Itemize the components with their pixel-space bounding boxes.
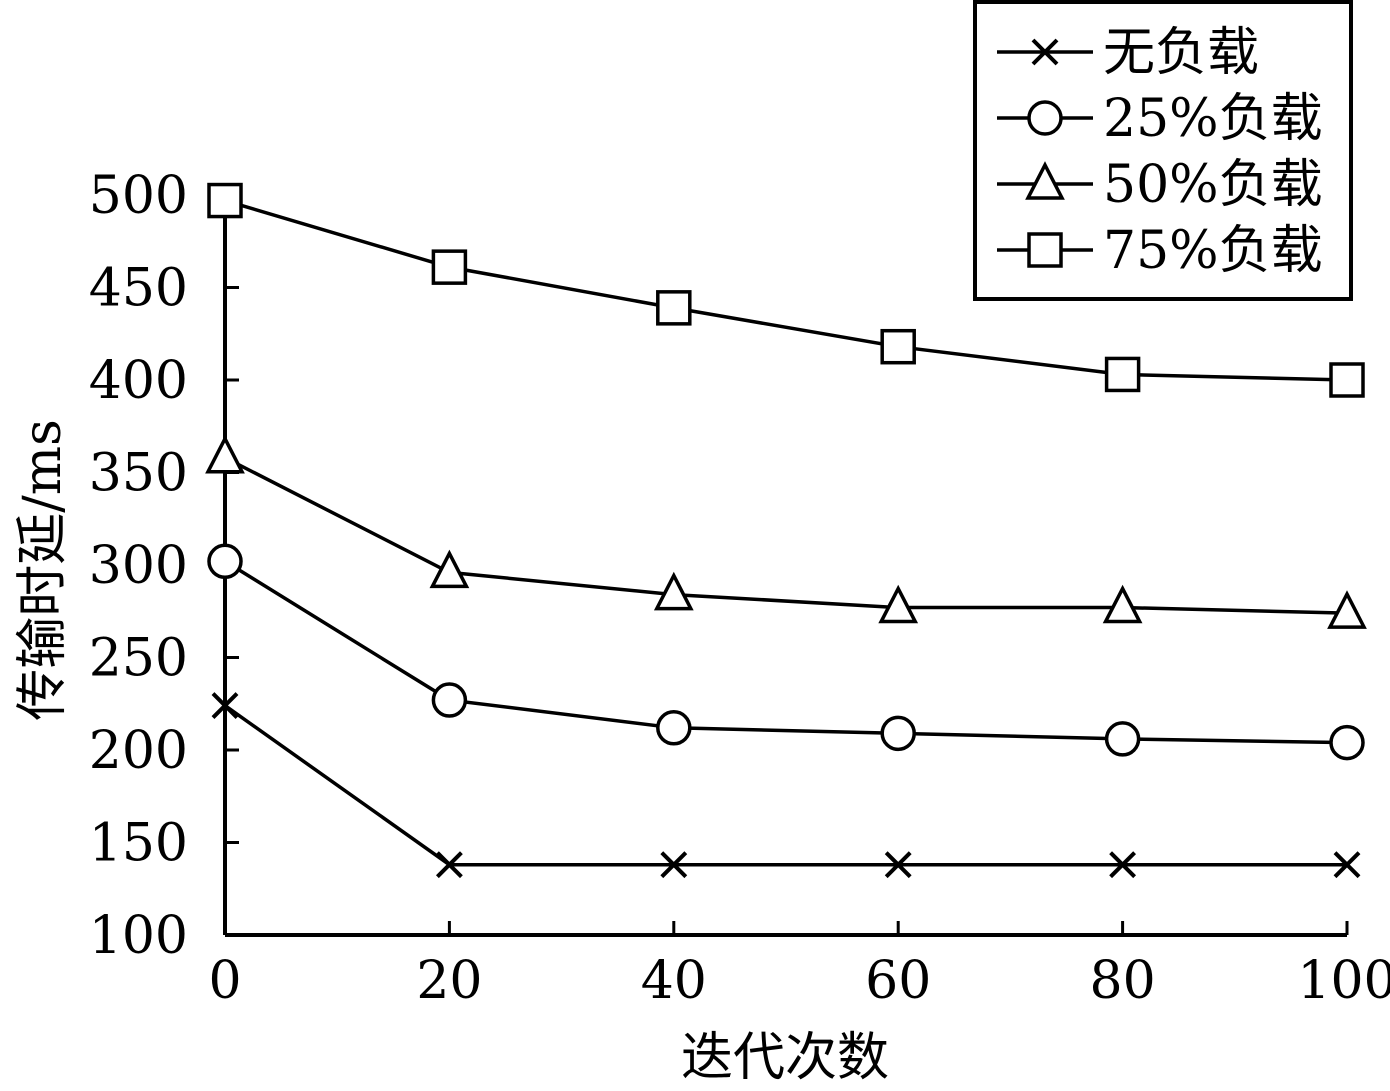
series-line — [224, 198, 1348, 382]
data-point-x — [211, 692, 239, 720]
legend-marker-square — [1027, 232, 1063, 268]
data-point-triangle — [653, 571, 694, 611]
y-tick-label: 450 — [89, 259, 188, 319]
data-point-x — [1109, 851, 1137, 879]
legend-label: 25%负载 — [1103, 89, 1323, 149]
data-point-square — [880, 328, 916, 365]
y-tick-label: 200 — [89, 721, 188, 781]
y-tick-label: 500 — [89, 166, 188, 226]
x-tick-label: 60 — [865, 951, 931, 1011]
y-tick-label: 250 — [89, 629, 188, 689]
data-point-circle — [431, 682, 468, 718]
data-point-square — [1329, 362, 1365, 398]
y-tick-label: 300 — [89, 536, 188, 596]
x-tick-label: 100 — [1297, 951, 1390, 1011]
data-point-circle — [1104, 721, 1141, 757]
legend-marker-x — [1031, 38, 1059, 66]
data-point-x — [660, 851, 688, 879]
data-point-x — [884, 851, 912, 879]
series-3 — [205, 434, 1367, 629]
data-point-circle — [656, 710, 692, 746]
series-layer — [205, 182, 1367, 879]
data-point-triangle — [429, 549, 470, 589]
y-tick-label: 150 — [89, 814, 188, 874]
series-4 — [207, 182, 1365, 398]
data-point-square — [656, 290, 692, 326]
legend-marker-triangle — [1025, 161, 1065, 200]
data-point-x — [1333, 851, 1361, 879]
y-axis-label: 传输时延/ms — [13, 419, 73, 721]
legend-entry: 75%负载 — [997, 221, 1323, 281]
legend-entry: 50%负载 — [997, 155, 1323, 215]
series-2 — [207, 543, 1365, 761]
data-point-circle — [1329, 724, 1365, 761]
legend-label: 75%负载 — [1103, 221, 1323, 281]
x-tick-label: 80 — [1090, 951, 1156, 1011]
data-point-triangle — [878, 584, 919, 624]
axes: 0 20 40 60 80 100 100 150 200 250 300 350 400 450 500 — [89, 166, 1390, 1011]
series-line — [224, 456, 1348, 615]
data-point-square — [1104, 356, 1141, 393]
series-line — [224, 559, 1348, 745]
x-axis-label: 迭代次数 — [681, 1028, 889, 1088]
legend-label: 无负载 — [1103, 23, 1259, 83]
legend-marker-circle — [1027, 100, 1063, 136]
data-point-square — [431, 249, 468, 285]
data-point-x — [435, 851, 463, 879]
x-tick-label: 20 — [416, 951, 482, 1011]
data-point-triangle — [205, 434, 245, 474]
series-1 — [211, 692, 1361, 879]
legend-label: 50%负载 — [1103, 155, 1323, 215]
x-tick-label: 40 — [641, 951, 707, 1011]
y-tick-label: 100 — [89, 906, 188, 966]
data-point-circle — [207, 543, 243, 580]
x-tick-label: 0 — [208, 951, 241, 1011]
data-point-square — [207, 182, 243, 219]
legend-entry: 无负载 — [997, 23, 1259, 83]
series-line — [223, 704, 1347, 867]
y-tick-label: 350 — [89, 444, 188, 504]
legend-entry: 25%负载 — [997, 89, 1323, 149]
data-point-circle — [880, 715, 916, 752]
y-tick-label: 400 — [89, 351, 188, 411]
data-point-triangle — [1327, 590, 1367, 629]
data-point-triangle — [1102, 584, 1143, 624]
